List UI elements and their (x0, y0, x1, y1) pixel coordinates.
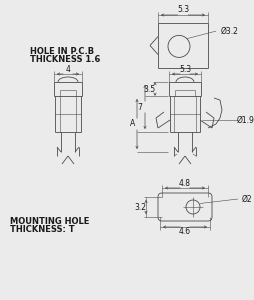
Text: 3.5: 3.5 (142, 85, 154, 94)
Text: HOLE IN P.C.B: HOLE IN P.C.B (30, 47, 94, 56)
Text: THICKNESS: T: THICKNESS: T (10, 226, 74, 235)
Text: 4.8: 4.8 (178, 178, 190, 188)
Text: Ø1.9: Ø1.9 (236, 116, 254, 124)
Text: Ø2: Ø2 (241, 194, 251, 203)
Text: 5.3: 5.3 (178, 64, 190, 74)
Text: Ø3.2: Ø3.2 (220, 27, 238, 36)
Text: MOUNTING HOLE: MOUNTING HOLE (10, 218, 89, 226)
Text: 4.6: 4.6 (178, 227, 190, 236)
Text: A: A (130, 119, 135, 128)
Text: 7: 7 (137, 103, 142, 112)
Text: THICKNESS 1.6: THICKNESS 1.6 (30, 56, 100, 64)
Text: 3.2: 3.2 (133, 202, 146, 211)
Text: 4: 4 (65, 64, 70, 74)
Text: 5.3: 5.3 (176, 5, 188, 14)
